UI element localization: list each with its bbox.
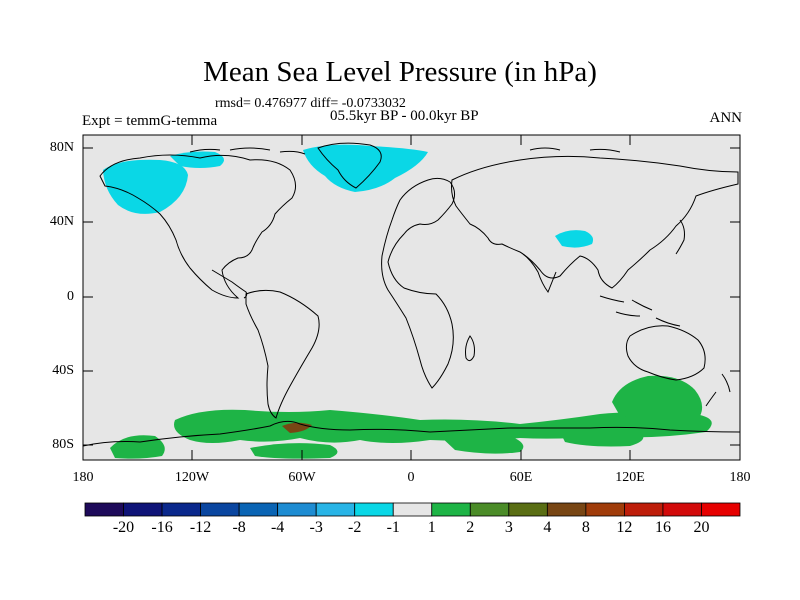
experiment-label: Expt = temmG-temma	[82, 113, 218, 129]
colorbar-label: -8	[232, 519, 246, 536]
japan-coast	[675, 219, 685, 255]
lat-label-40n: 40N	[49, 214, 74, 229]
colorbar-label: 3	[504, 519, 513, 536]
antarctic-far-right-patch	[560, 429, 644, 447]
colorbar-label: -20	[112, 519, 135, 536]
lat-label-40s: 40S	[52, 363, 74, 378]
south-america-coast	[245, 289, 320, 419]
lat-label-80s: 80S	[52, 437, 74, 452]
alaska-negative-patch	[103, 159, 188, 214]
europe-africa-coast	[381, 177, 456, 389]
lat-label-80n: 80N	[49, 140, 74, 155]
new-zealand-coast	[705, 373, 731, 407]
lat-label-0: 0	[67, 289, 74, 304]
axis-ticks	[82, 135, 741, 460]
colorbar-label: -12	[189, 519, 212, 536]
antarctic-lower-mid-patch	[250, 443, 338, 459]
greenland-coast	[317, 142, 382, 189]
antarctica-coast	[82, 420, 741, 447]
colorbar-box	[624, 502, 664, 517]
asia-coast	[451, 155, 739, 289]
colorbar-label: -4	[270, 519, 285, 536]
colorbar-box	[200, 502, 240, 517]
colorbar-label: -3	[309, 519, 323, 536]
lon-label-120e: 120E	[615, 470, 645, 485]
arctic-islands	[189, 147, 621, 155]
colorbar-box	[585, 502, 625, 517]
australia-coast	[625, 325, 706, 381]
colorbar-label: 20	[693, 519, 710, 536]
colorbar-label: -2	[348, 519, 362, 536]
colorbar-box	[315, 502, 356, 517]
colorbar	[84, 502, 741, 517]
lon-label-0: 0	[407, 470, 415, 485]
colorbar-label: -1	[386, 519, 400, 536]
colorbar-box	[84, 502, 124, 517]
tibet-negative-patch	[555, 230, 594, 248]
colorbar-label: -16	[151, 519, 173, 536]
colorbar-box	[546, 502, 587, 517]
colorbar-label: 4	[543, 519, 552, 536]
lon-label-60w: 60W	[288, 470, 316, 485]
antarctic-lower-right-patch	[440, 433, 524, 454]
colorbar-box	[123, 502, 163, 517]
colorbar-label: 8	[581, 519, 590, 536]
colorbar-label: 12	[616, 519, 633, 536]
colorbar-box	[161, 502, 201, 517]
lon-label-60e: 60E	[509, 470, 533, 485]
lon-label-120w: 120W	[174, 470, 210, 485]
lon-label-180e: 180	[729, 470, 751, 485]
colorbar-label: 1	[427, 519, 436, 536]
coastlines	[82, 142, 741, 447]
north-america-coast	[99, 154, 296, 299]
period-label: 05.5kyr BP - 00.0kyr BP	[330, 108, 479, 124]
south-pacific-positive-patch	[612, 375, 703, 418]
negative-anomaly-regions	[103, 144, 594, 248]
madagascar-coast	[465, 335, 475, 362]
colorbar-box	[392, 502, 433, 517]
colorbar-box	[469, 502, 510, 517]
colorbar-box	[277, 502, 317, 517]
season-label: ANN	[709, 110, 743, 126]
colorbar-box	[431, 502, 471, 517]
colorbar-box	[508, 502, 548, 517]
stats-line: rmsd= 0.476977 diff= -0.0733032	[215, 96, 406, 111]
lon-label-180w: 180	[72, 470, 94, 485]
india-coast	[519, 251, 557, 294]
colorbar-box	[354, 502, 394, 517]
colorbar-label: 2	[466, 519, 475, 536]
southeast-asia-islands	[599, 295, 681, 327]
colorbar-box	[238, 502, 279, 517]
colorbar-box	[701, 502, 741, 517]
colorbar-label: 16	[654, 519, 671, 536]
colorbar-box	[662, 502, 702, 517]
map-title: Mean Sea Level Pressure (in hPa)	[203, 56, 597, 88]
greenland-negative-patch	[303, 144, 428, 192]
